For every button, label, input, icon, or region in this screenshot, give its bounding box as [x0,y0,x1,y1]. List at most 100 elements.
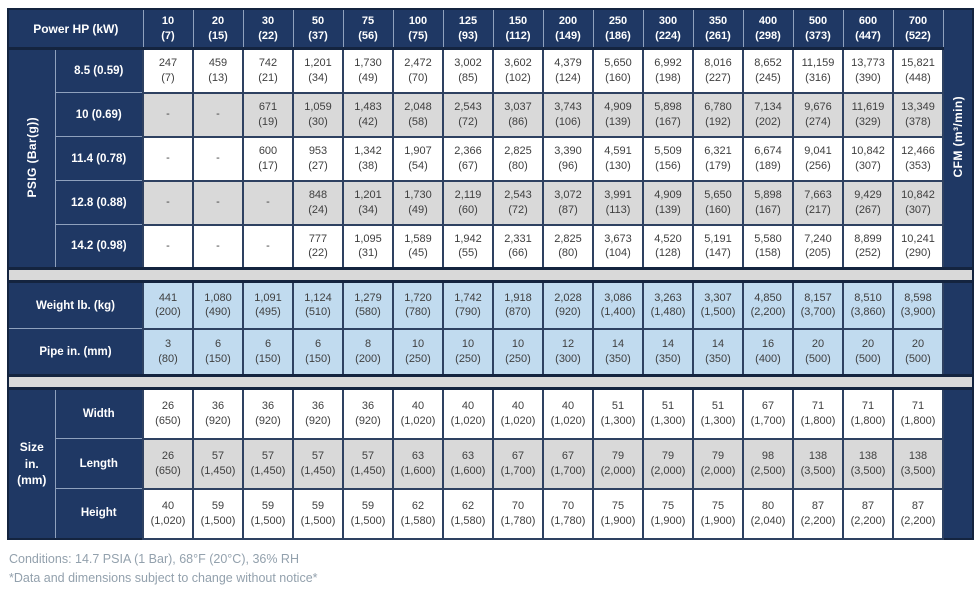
cfm-value-cell: - [192,179,244,226]
pipe-value-cell: 14 (350) [642,327,694,377]
power-header-cell: Power HP (kW) [7,8,144,50]
cfm-value-cell: 5,580 (158) [742,223,794,270]
disclaimer-note: *Data and dimensions subject to change w… [9,570,318,585]
pipe-value-cell: 10 (250) [492,327,544,377]
cfm-value-cell: 1,095 (31) [342,223,394,270]
pipe-value-cell: 14 (350) [692,327,744,377]
weight-value-cell: 1,091 (495) [242,280,294,330]
size-value-cell: 70 (1,780) [542,487,594,540]
cfm-value-cell: 2,825 (80) [542,223,594,270]
cfm-value-cell: 600 (17) [242,135,294,182]
size-value-cell: 75 (1,900) [592,487,644,540]
conditions-note: Conditions: 14.7 PSIA (1 Bar), 68°F (20°… [9,551,299,566]
cfm-value-cell: 742 (21) [242,47,294,94]
size-value-cell: 67 (1,700) [742,387,794,440]
cfm-value-cell: 848 (24) [292,179,344,226]
cfm-value-cell: 3,072 (87) [542,179,594,226]
size-value-cell: 36 (920) [342,387,394,440]
cfm-value-cell: 6,992 (198) [642,47,694,94]
weight-value-cell: 3,307 (1,500) [692,280,744,330]
cfm-value-cell: 6,321 (179) [692,135,744,182]
weight-value-cell: 1,742 (790) [442,280,494,330]
cfm-value-cell: 1,942 (55) [442,223,494,270]
cfm-value-cell: 10,842 (307) [892,179,944,226]
size-value-cell: 36 (920) [292,387,344,440]
cfm-value-cell: 10,241 (290) [892,223,944,270]
power-column-header: 150 (112) [492,8,544,50]
cfm-value-cell: 3,037 (86) [492,91,544,138]
power-column-header: 50 (37) [292,8,344,50]
cfm-value-cell: 13,773 (390) [842,47,894,94]
size-value-cell: 71 (1,800) [792,387,844,440]
cfm-value-cell: 459 (13) [192,47,244,94]
size-value-cell: 138 (3,500) [792,437,844,490]
size-value-cell: 62 (1,580) [442,487,494,540]
weight-row-label: Weight lb. (kg) [7,281,144,329]
size-value-cell: 40 (1,020) [492,387,544,440]
cfm-value-cell: 1,907 (54) [392,135,444,182]
cfm-value-cell: - [242,179,294,226]
power-column-header: 250 (186) [592,8,644,50]
cfm-value-cell: - [142,179,194,226]
power-column-header: 500 (373) [792,8,844,50]
pipe-value-cell: 3 (80) [142,327,194,377]
size-value-cell: 87 (2,200) [842,487,894,540]
compressor-spec-table: Power HP (kW) 10 (7) 20 (15) 30 (22) 50 (37)… [7,8,974,540]
cfm-value-cell: 1,201 (34) [342,179,394,226]
pressure-row-label: 11.4 (0.78) [54,136,144,181]
cfm-value-cell: 247 (7) [142,47,194,94]
cfm-value-cell: 3,743 (106) [542,91,594,138]
size-value-cell: 57 (1,450) [192,437,244,490]
power-column-header: 30 (22) [242,8,294,50]
pressure-row-label: 14.2 (0.98) [54,224,144,269]
weight-value-cell: 3,086 (1,400) [592,280,644,330]
size-value-cell: 40 (1,020) [392,387,444,440]
cfm-value-cell: 8,652 (245) [742,47,794,94]
pipe-value-cell: 6 (150) [292,327,344,377]
size-value-cell: 62 (1,580) [392,487,444,540]
footer-notes: Conditions: 14.7 PSIA (1 Bar), 68°F (20°… [9,550,970,589]
cfm-value-cell: 10,842 (307) [842,135,894,182]
pipe-value-cell: 10 (250) [392,327,444,377]
cfm-value-cell: 4,379 (124) [542,47,594,94]
weight-value-cell: 8,157 (3,700) [792,280,844,330]
psig-axis-cell: PSIG (Bar(g)) [7,48,56,269]
size-dimension-label: Length [54,438,144,489]
cfm-value-cell: 1,059 (30) [292,91,344,138]
size-value-cell: 51 (1,300) [692,387,744,440]
size-value-cell: 40 (1,020) [542,387,594,440]
power-column-header: 350 (261) [692,8,744,50]
cfm-value-cell: 2,543 (72) [492,179,544,226]
size-value-cell: 75 (1,900) [642,487,694,540]
power-column-header: 400 (298) [742,8,794,50]
cfm-value-cell: 3,673 (104) [592,223,644,270]
cfm-value-cell: 1,483 (42) [342,91,394,138]
pipe-value-cell: 20 (500) [892,327,944,377]
cfm-value-cell: 2,048 (58) [392,91,444,138]
cfm-value-cell: 2,331 (66) [492,223,544,270]
cfm-value-cell: 9,676 (274) [792,91,844,138]
size-value-cell: 63 (1,600) [392,437,444,490]
size-value-cell: 70 (1,780) [492,487,544,540]
cfm-value-cell: 5,650 (160) [692,179,744,226]
weight-value-cell: 8,598 (3,900) [892,280,944,330]
size-value-cell: 36 (920) [192,387,244,440]
weight-value-cell: 2,028 (920) [542,280,594,330]
power-column-header: 100 (75) [392,8,444,50]
cfm-value-cell: - [142,135,194,182]
size-value-cell: 57 (1,450) [342,437,394,490]
cfm-value-cell: 3,991 (113) [592,179,644,226]
size-value-cell: 59 (1,500) [342,487,394,540]
cfm-value-cell: 4,591 (130) [592,135,644,182]
size-value-cell: 71 (1,800) [892,387,944,440]
cfm-axis-label: CFM (m³/min) [951,96,965,178]
cfm-value-cell: 11,159 (316) [792,47,844,94]
cfm-value-cell: 7,240 (205) [792,223,844,270]
cfm-value-cell: 3,390 (96) [542,135,594,182]
cfm-value-cell: - [242,223,294,270]
size-value-cell: 40 (1,020) [442,387,494,440]
cfm-value-cell: 12,466 (353) [892,135,944,182]
cfm-value-cell: 2,472 (70) [392,47,444,94]
cfm-value-cell: 777 (22) [292,223,344,270]
cfm-value-cell: 1,201 (34) [292,47,344,94]
